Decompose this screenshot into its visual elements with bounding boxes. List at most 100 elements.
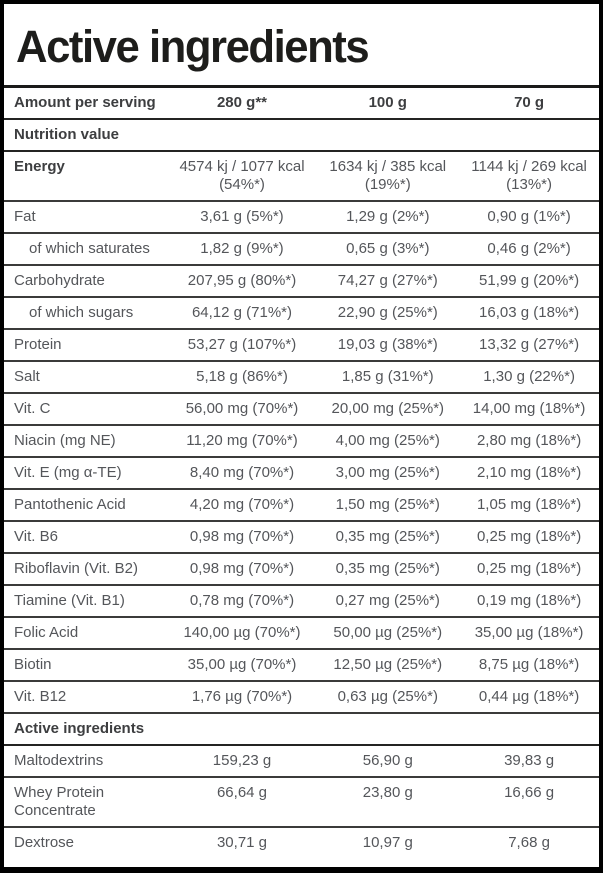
row-label: Niacin (mg NE) bbox=[4, 425, 168, 458]
row-value: 0,78 mg (70%*) bbox=[167, 585, 317, 618]
row-value-line: (13%*) bbox=[506, 176, 553, 193]
column-header-row: Amount per serving 280 g** 100 g 70 g bbox=[4, 88, 599, 120]
row-value: 0,65 g (3%*) bbox=[316, 233, 460, 266]
row-label: Whey Protein Concentrate bbox=[4, 777, 168, 828]
row-value: 16,66 g bbox=[459, 777, 599, 828]
row-value: 39,83 g bbox=[459, 745, 599, 778]
table-row: Carbohydrate 207,95 g (80%*) 74,27 g (27%*… bbox=[4, 265, 599, 298]
table-row: Pantothenic Acid 4,20 mg (70%*) 1,50 mg (2… bbox=[4, 489, 599, 522]
row-value: 1,29 g (2%*) bbox=[316, 201, 460, 234]
row-value: 1,50 mg (25%*) bbox=[316, 489, 460, 522]
row-label: Folic Acid bbox=[4, 617, 168, 650]
table-row: of which sugars 64,12 g (71%*) 22,90 g (25… bbox=[4, 297, 599, 330]
row-value: 159,23 g bbox=[167, 745, 317, 778]
table-row: Riboflavin (Vit. B2) 0,98 mg (70%*) 0,35 m… bbox=[4, 553, 599, 586]
row-value: 1,82 g (9%*) bbox=[167, 233, 317, 266]
row-value: 0,63 µg (25%*) bbox=[316, 681, 460, 714]
column-header-70g: 70 g bbox=[459, 88, 599, 120]
row-label: Dextrose bbox=[14, 834, 75, 851]
label-title-block: Active ingredients bbox=[4, 4, 599, 88]
row-value: 30,71 g bbox=[216, 834, 268, 851]
section-row: Active ingredients bbox=[4, 713, 599, 746]
table-row: Energy 4574 kj / 1077 kcal (54%*) 1634 kj /… bbox=[4, 151, 599, 202]
page-title: Active ingredients bbox=[16, 21, 370, 72]
table-row: Vit. B6 0,98 mg (70%*) 0,35 mg (25%*) 0,25 … bbox=[4, 521, 599, 554]
table-row: Biotin 35,00 µg (70%*) 12,50 µg (25%*) 8,75… bbox=[4, 649, 599, 682]
row-value: 7,68 g bbox=[508, 834, 550, 851]
row-value: 56,00 mg (70%*) bbox=[167, 393, 317, 426]
row-value: 1,05 mg (18%*) bbox=[459, 489, 599, 522]
row-value: 35,00 µg (70%*) bbox=[167, 649, 317, 682]
row-value: 20,00 mg (25%*) bbox=[316, 393, 460, 426]
table-body: Nutrition value Energy 4574 kj / 1077 kcal… bbox=[4, 119, 599, 858]
row-label: Fat bbox=[4, 201, 168, 234]
row-label: Vit. E (mg α-TE) bbox=[4, 457, 168, 490]
row-value: 22,90 g (25%*) bbox=[316, 297, 460, 330]
table-row: Dextrose 30,71 g 10,97 g 7,68 g bbox=[4, 827, 599, 858]
row-label: Salt bbox=[4, 361, 168, 394]
row-value: 13,32 g (27%*) bbox=[459, 329, 599, 362]
section-header: Active ingredients bbox=[4, 713, 599, 746]
table-row: Vit. E (mg α-TE) 8,40 mg (70%*) 3,00 mg (2… bbox=[4, 457, 599, 490]
column-header-100g: 100 g bbox=[316, 88, 460, 120]
row-value-line: 1634 kj / 385 kcal bbox=[329, 158, 447, 175]
row-value: 1,30 g (22%*) bbox=[459, 361, 599, 394]
row-label: Protein bbox=[4, 329, 168, 362]
row-value: 3,61 g (5%*) bbox=[167, 201, 317, 234]
row-value-line: (19%*) bbox=[364, 176, 411, 193]
row-value: 4,00 mg (25%*) bbox=[316, 425, 460, 458]
row-value: 50,00 µg (25%*) bbox=[316, 617, 460, 650]
row-value: 16,03 g (18%*) bbox=[459, 297, 599, 330]
row-value: 66,64 g bbox=[167, 777, 317, 828]
row-value: 0,98 mg (70%*) bbox=[167, 553, 317, 586]
row-value: 4574 kj / 1077 kcal (54%*) bbox=[167, 151, 317, 202]
row-value: 0,25 mg (18%*) bbox=[459, 553, 599, 586]
table-row: Folic Acid 140,00 µg (70%*) 50,00 µg (25%*… bbox=[4, 617, 599, 650]
row-value: 1634 kj / 385 kcal (19%*) bbox=[316, 151, 460, 202]
row-value: 0,98 mg (70%*) bbox=[167, 521, 317, 554]
row-value: 140,00 µg (70%*) bbox=[167, 617, 317, 650]
table-row: Vit. B12 1,76 µg (70%*) 0,63 µg (25%*) 0,44… bbox=[4, 681, 599, 714]
row-value: 0,25 mg (18%*) bbox=[459, 521, 599, 554]
table-row: Whey Protein Concentrate 66,64 g 23,80 g 16… bbox=[4, 777, 599, 828]
row-value: 0,44 µg (18%*) bbox=[459, 681, 599, 714]
row-value: 56,90 g bbox=[316, 745, 460, 778]
row-value: 207,95 g (80%*) bbox=[167, 265, 317, 298]
row-value-line: (54%*) bbox=[219, 176, 265, 193]
row-value: 8,40 mg (70%*) bbox=[167, 457, 317, 490]
row-label: Vit. C bbox=[4, 393, 168, 426]
row-value: 64,12 g (71%*) bbox=[167, 297, 317, 330]
row-label: Maltodextrins bbox=[4, 745, 168, 778]
row-value: 0,35 mg (25%*) bbox=[316, 521, 460, 554]
row-value: 1,76 µg (70%*) bbox=[167, 681, 317, 714]
row-value: 0,90 g (1%*) bbox=[459, 201, 599, 234]
table-row: Salt 5,18 g (86%*) 1,85 g (31%*) 1,30 g (22… bbox=[4, 361, 599, 394]
row-label: Carbohydrate bbox=[4, 265, 168, 298]
row-value: 23,80 g bbox=[316, 777, 460, 828]
row-value: 14,00 mg (18%*) bbox=[459, 393, 599, 426]
row-value: 0,27 mg (25%*) bbox=[316, 585, 460, 618]
row-value: 8,75 µg (18%*) bbox=[459, 649, 599, 682]
row-value: 11,20 mg (70%*) bbox=[167, 425, 317, 458]
table-row: Fat 3,61 g (5%*) 1,29 g (2%*) 0,90 g (1%*) bbox=[4, 201, 599, 234]
row-value: 35,00 µg (18%*) bbox=[459, 617, 599, 650]
row-label: Vit. B12 bbox=[4, 681, 168, 714]
row-value: 5,18 g (86%*) bbox=[167, 361, 317, 394]
row-label: Riboflavin (Vit. B2) bbox=[4, 553, 168, 586]
row-value-line: 1144 kj / 269 kcal bbox=[471, 158, 587, 175]
column-header-serving: Amount per serving bbox=[4, 88, 168, 120]
row-value: 3,00 mg (25%*) bbox=[316, 457, 460, 490]
table-row: Vit. C 56,00 mg (70%*) 20,00 mg (25%*) 14,0… bbox=[4, 393, 599, 426]
row-value: 53,27 g (107%*) bbox=[167, 329, 317, 362]
row-value: 0,46 g (2%*) bbox=[459, 233, 599, 266]
row-value: 0,35 mg (25%*) bbox=[316, 553, 460, 586]
row-value: 2,80 mg (18%*) bbox=[459, 425, 599, 458]
row-value: 19,03 g (38%*) bbox=[316, 329, 460, 362]
nutrition-table: Amount per serving 280 g** 100 g 70 g Nu… bbox=[4, 88, 599, 858]
row-value: 12,50 µg (25%*) bbox=[316, 649, 460, 682]
row-value: 1,85 g (31%*) bbox=[316, 361, 460, 394]
table-row: Tiamine (Vit. B1) 0,78 mg (70%*) 0,27 mg (… bbox=[4, 585, 599, 618]
row-label: Pantothenic Acid bbox=[4, 489, 168, 522]
row-value: 0,19 mg (18%*) bbox=[459, 585, 599, 618]
